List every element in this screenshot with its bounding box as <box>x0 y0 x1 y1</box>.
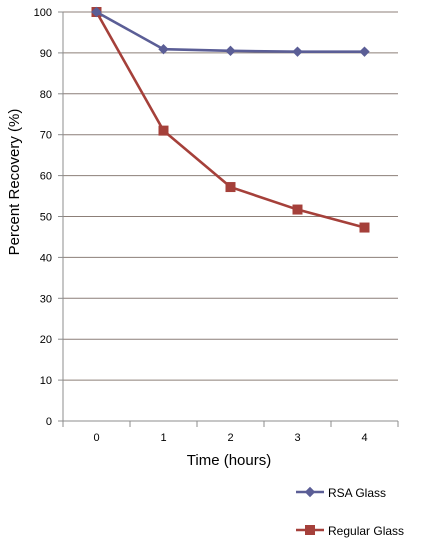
data-point-regular-glass <box>292 204 303 215</box>
series-rsa-glass <box>91 6 370 57</box>
legend-item-regular-glass: Regular Glass <box>296 524 404 538</box>
y-tick-label: 90 <box>40 48 52 60</box>
data-point-rsa-glass <box>158 44 169 55</box>
y-tick-label: 50 <box>40 212 52 224</box>
data-point-regular-glass <box>359 222 370 233</box>
y-tick-label: 10 <box>40 375 52 387</box>
y-tick-label: 20 <box>40 334 52 346</box>
x-tick-label: 0 <box>93 432 99 444</box>
series <box>91 6 370 233</box>
x-tick-label: 4 <box>361 432 367 444</box>
series-regular-glass <box>91 7 370 233</box>
legend-marker-regular-glass <box>305 525 315 535</box>
data-point-rsa-glass <box>359 46 370 57</box>
x-tick-label: 3 <box>294 432 300 444</box>
data-point-regular-glass <box>225 182 236 193</box>
y-tick-label: 60 <box>40 171 52 183</box>
legend-item-rsa-glass: RSA Glass <box>296 486 386 500</box>
legend-label-rsa-glass: RSA Glass <box>328 486 386 500</box>
axes: 0 10 20 30 40 50 60 70 80 90 100 0 1 2 3 4 <box>34 7 399 444</box>
x-tick-label: 1 <box>160 432 166 444</box>
data-point-rsa-glass <box>91 6 102 18</box>
x-axis-title: Time (hours) <box>187 452 271 469</box>
data-point-regular-glass <box>158 125 169 136</box>
data-point-rsa-glass <box>225 45 236 57</box>
y-tick-label: 30 <box>40 293 52 305</box>
y-tick-label: 0 <box>46 416 52 428</box>
series-line-regular-glass <box>95 10 366 229</box>
y-tick-label: 40 <box>40 252 52 264</box>
y-tick-label: 70 <box>40 130 52 142</box>
y-tick-label: 80 <box>40 89 52 101</box>
gridlines <box>63 11 398 381</box>
y-tick-label: 100 <box>34 7 52 19</box>
x-tick-label: 2 <box>227 432 233 444</box>
legend: RSA Glass Regular Glass <box>296 486 404 538</box>
legend-marker-rsa-glass <box>304 486 316 498</box>
data-point-rsa-glass <box>292 46 303 57</box>
y-axis-title: Percent Recovery (%) <box>6 109 23 256</box>
legend-label-regular-glass: Regular Glass <box>328 524 404 538</box>
